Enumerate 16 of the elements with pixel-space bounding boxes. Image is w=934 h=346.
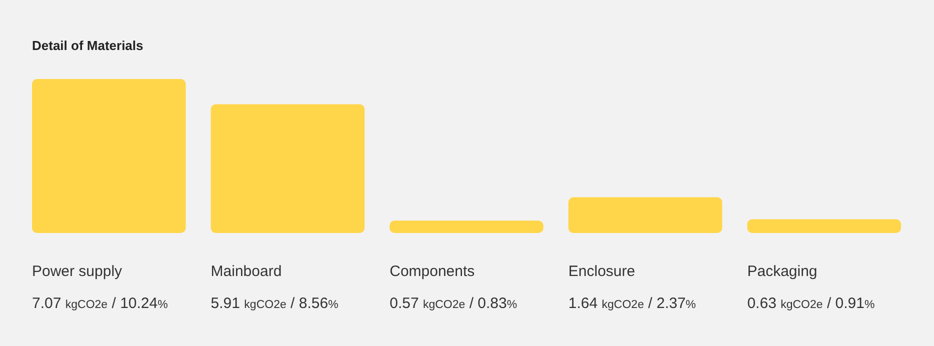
data-label: 0.57 kgCO2e / 0.83% — [390, 295, 518, 312]
bar — [32, 79, 186, 233]
x-tick-label: Power supply — [32, 263, 123, 280]
bar — [390, 220, 544, 233]
data-label: 5.91 kgCO2e / 8.56% — [210, 295, 338, 312]
data-label: 0.63 kgCO2e / 0.91% — [747, 295, 875, 312]
data-label: 7.07 kgCO2e / 10.24% — [32, 295, 168, 312]
x-tick-label: Enclosure — [568, 263, 636, 280]
data-label: 1.64 kgCO2e / 2.37% — [568, 295, 696, 312]
bar — [568, 197, 722, 233]
chart-title: Detail of Materials — [32, 38, 144, 53]
x-tick-label: Components — [390, 263, 475, 280]
bar — [210, 104, 365, 233]
x-tick-label: Mainboard — [210, 263, 282, 280]
x-tick-label: Packaging — [747, 263, 818, 280]
bar — [747, 219, 901, 233]
